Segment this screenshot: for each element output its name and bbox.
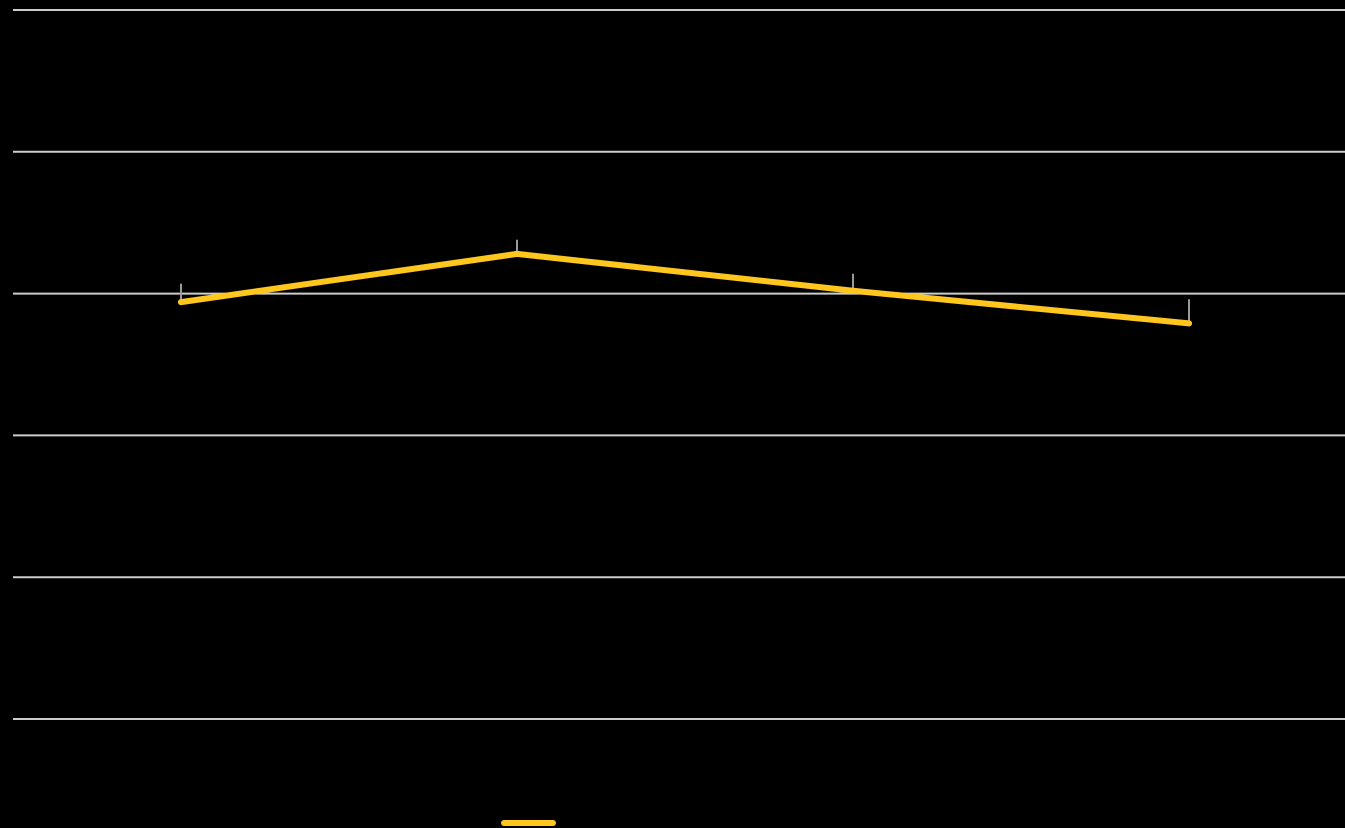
data-point-1: [514, 251, 520, 257]
series-line: [181, 254, 1189, 323]
series-layer: [178, 251, 1192, 326]
gridlines: [13, 10, 1345, 719]
data-point-0: [178, 299, 184, 305]
data-point-3: [1186, 320, 1192, 326]
data-point-2: [850, 288, 856, 294]
